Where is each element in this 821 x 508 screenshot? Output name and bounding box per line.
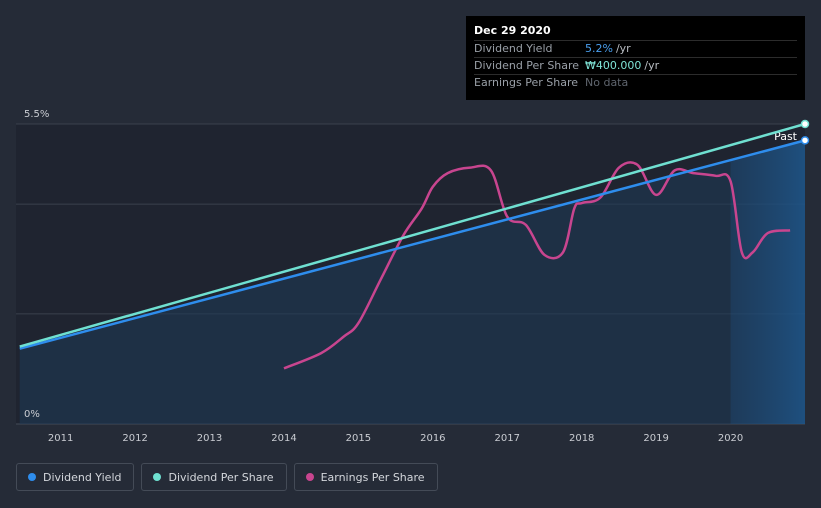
- legend-earnings-per-share[interactable]: Earnings Per Share: [293, 463, 438, 491]
- tooltip-unit: /yr: [644, 59, 660, 72]
- tooltip-value: ₩400.000: [585, 59, 642, 72]
- tooltip-label: Earnings Per Share: [474, 76, 579, 89]
- x-tick-label: 2018: [569, 433, 594, 444]
- past-band: Past: [730, 130, 805, 424]
- dividend-yield-line: [19, 139, 806, 350]
- x-tick-label: 2017: [495, 433, 520, 444]
- x-tick-label: 2013: [197, 433, 222, 444]
- x-tick-label: 2015: [346, 433, 371, 444]
- dividend-yield-marker: [800, 136, 810, 145]
- tooltip-row-dividend-yield: Dividend Yield 5.2% /yr: [474, 40, 797, 57]
- legend-dot-icon: [305, 473, 314, 481]
- legend-dividend-per-share[interactable]: Dividend Per Share: [141, 463, 287, 491]
- legend-label: Earnings Per Share: [320, 470, 425, 484]
- earnings-per-share-line: [283, 161, 791, 370]
- chart-legend: Dividend Yield Dividend Per Share Earnin…: [16, 463, 438, 491]
- series-lines: [19, 122, 806, 370]
- x-tick-label: 2019: [643, 433, 668, 444]
- hover-tooltip: Dec 29 2020 Dividend Yield 5.2% /yr Divi…: [466, 16, 805, 100]
- tooltip-value: No data: [585, 76, 629, 89]
- x-tick-label: 2012: [122, 433, 147, 444]
- dividend-yield-fill: [19, 140, 806, 424]
- legend-dot-icon: [28, 473, 36, 481]
- tooltip-label: Dividend Yield: [474, 42, 553, 55]
- dividend-yield-area: [19, 140, 806, 424]
- dividend-history-chart: Past 2011 2012 2013 2014 2015 2016 2017 2018 201…: [16, 109, 810, 444]
- tooltip-unit: /yr: [615, 42, 631, 55]
- y-axis-ticks: 5.5% 0%: [24, 109, 49, 420]
- x-tick-label: 2014: [271, 433, 296, 444]
- tooltip-date: Dec 29 2020: [474, 24, 551, 37]
- x-axis-ticks: 2011 2012 2013 2014 2015 2016 2017 2018 2019 2020: [48, 433, 743, 444]
- dividend-per-share-line: [19, 122, 806, 348]
- x-tick-label: 2020: [718, 433, 743, 444]
- dividend-per-share-marker: [800, 119, 810, 129]
- legend-dot-icon: [153, 473, 162, 481]
- end-markers: [800, 119, 810, 145]
- past-label: Past: [774, 130, 798, 143]
- past-region: [730, 140, 805, 424]
- legend-label: Dividend Yield: [43, 470, 122, 484]
- legend-dividend-yield[interactable]: Dividend Yield: [16, 463, 135, 491]
- y-tick-label: 0%: [24, 409, 40, 420]
- tooltip-row-dividend-per-share: Dividend Per Share ₩400.000 /yr: [474, 57, 797, 74]
- x-tick-label: 2011: [48, 433, 73, 444]
- tooltip-row-earnings-per-share: Earnings Per Share No data: [474, 74, 797, 91]
- tooltip-label: Dividend Per Share: [474, 59, 580, 72]
- y-tick-label: 5.5%: [24, 109, 49, 120]
- legend-label: Dividend Per Share: [168, 470, 274, 484]
- x-tick-label: 2016: [420, 433, 445, 444]
- tooltip-value: 5.2%: [585, 42, 613, 55]
